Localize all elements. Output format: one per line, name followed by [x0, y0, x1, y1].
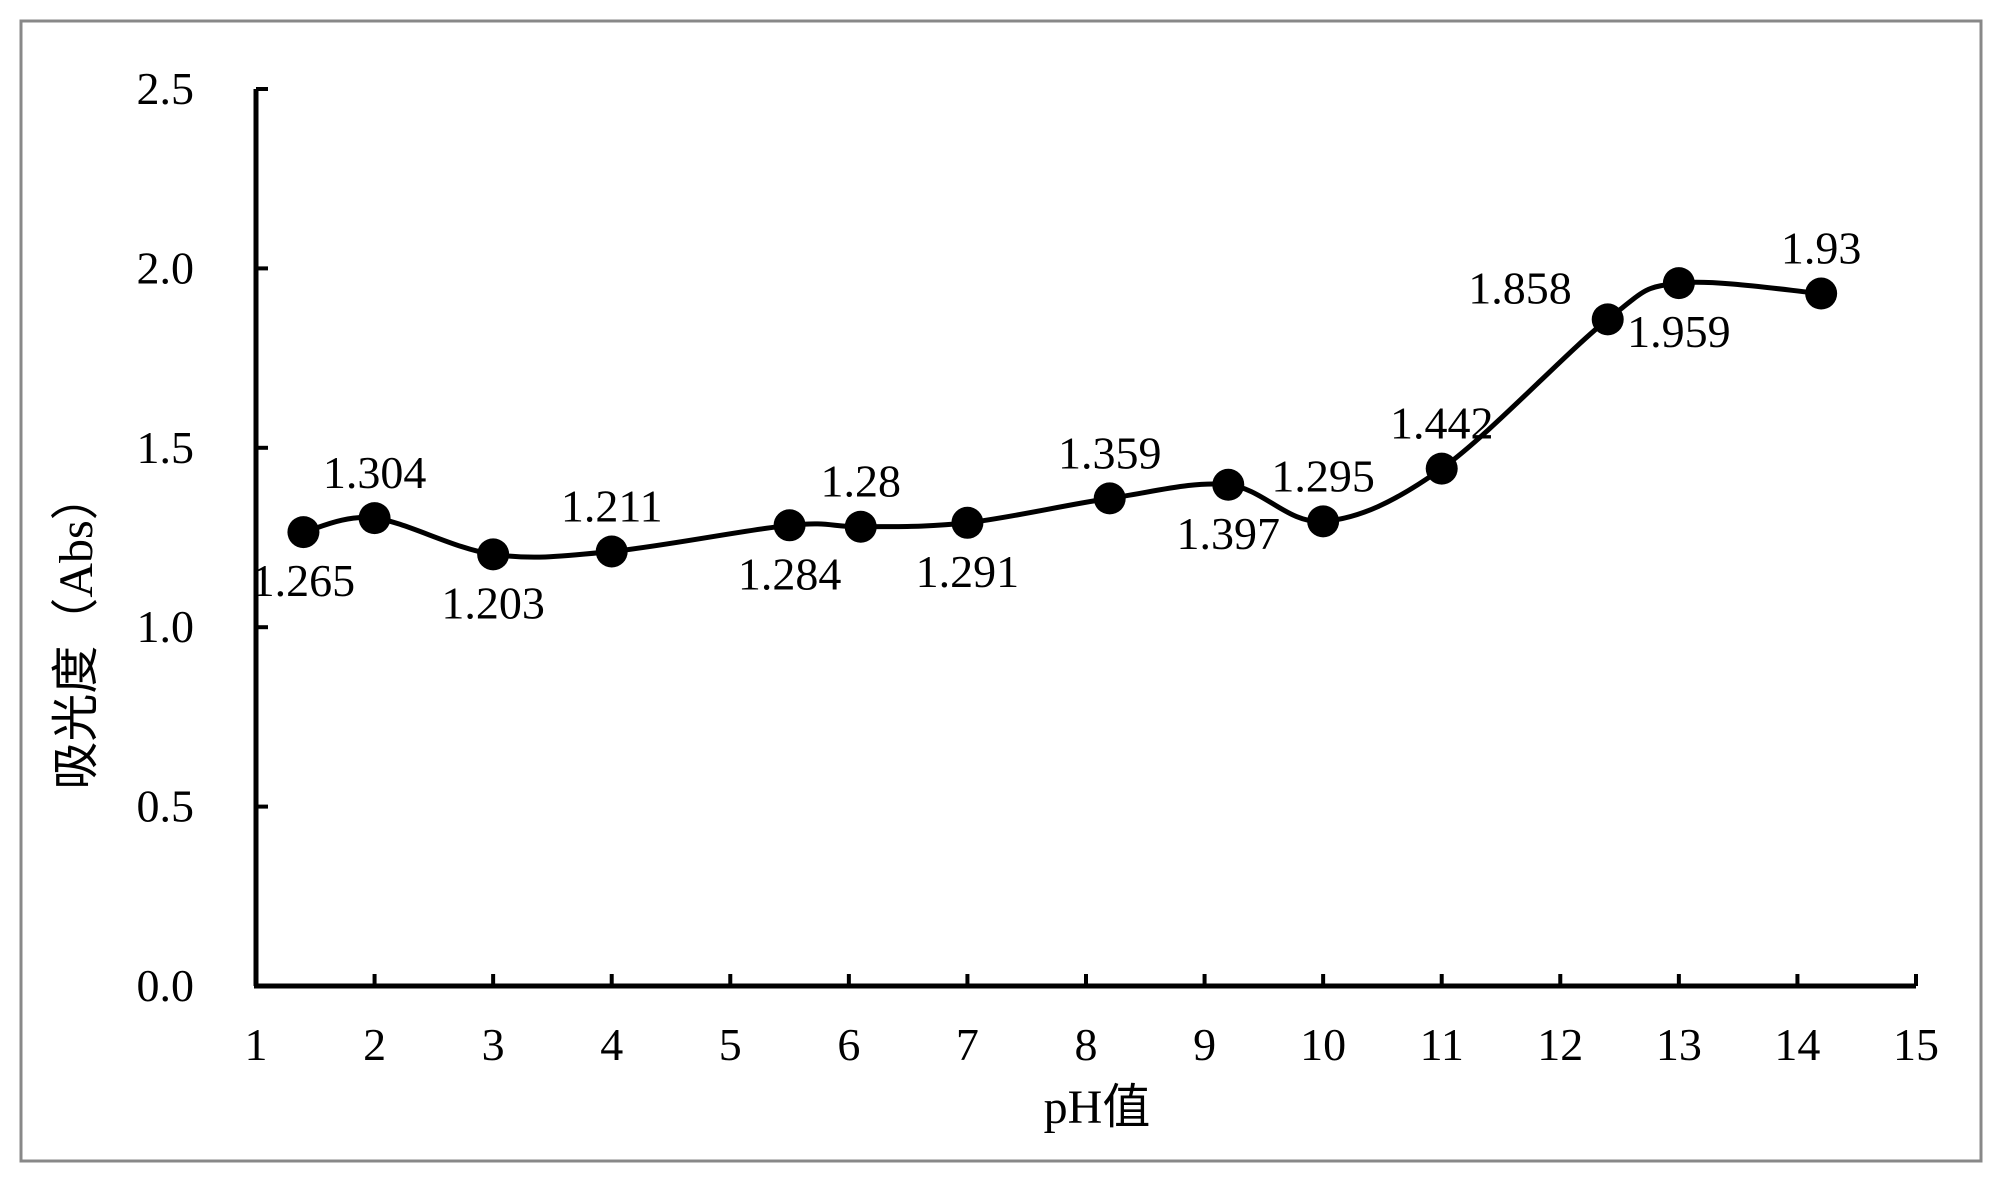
x-tick-label: 6	[837, 1019, 860, 1070]
y-tick-label: 2.5	[137, 63, 195, 114]
x-tick-label: 14	[1774, 1019, 1820, 1070]
data-label: 1.93	[1781, 223, 1862, 274]
data-point-marker	[477, 538, 510, 571]
data-label: 1.959	[1627, 306, 1731, 357]
x-tick-label: 7	[956, 1019, 979, 1070]
data-labels: 1.265 1.304 1.203 1.211 1.284 1.28 1.291 1.359 1…	[252, 223, 1862, 629]
x-tick-label: 5	[719, 1019, 742, 1070]
data-label: 1.28	[820, 456, 901, 507]
data-label: 1.265	[252, 555, 356, 606]
series-markers	[287, 267, 1838, 571]
data-point-marker	[1805, 277, 1838, 310]
series-curve	[302, 279, 1822, 560]
data-point-marker	[1212, 468, 1245, 501]
data-point-marker	[358, 502, 391, 535]
x-tick-label: 2	[363, 1019, 386, 1070]
y-tick-label: 2.0	[137, 242, 195, 293]
y-tick-label: 1.5	[137, 422, 195, 473]
data-label: 1.211	[561, 480, 663, 531]
x-tick-label: 3	[482, 1019, 505, 1070]
data-point-marker	[773, 509, 806, 542]
y-tick-label: 0.5	[137, 781, 195, 832]
data-point-marker	[287, 516, 320, 549]
y-tick-label: 0.0	[137, 960, 195, 1011]
data-label: 1.397	[1177, 508, 1281, 559]
data-point-marker	[1425, 452, 1458, 485]
data-point-marker	[1093, 482, 1126, 515]
data-point-marker	[844, 510, 877, 543]
data-label: 1.295	[1271, 450, 1375, 501]
x-tick-label: 4	[600, 1019, 623, 1070]
data-label: 1.442	[1390, 398, 1494, 449]
data-label: 1.359	[1058, 427, 1162, 478]
data-point-marker	[951, 506, 984, 539]
chart-frame	[19, 19, 1983, 1163]
x-axis-label: pH值	[1044, 1081, 1151, 1134]
axes: 0.00.51.01.52.02.51 2 3 4 5 6 7 8 9 10 11 12 13 14 15	[137, 63, 1940, 1070]
x-tick-label: 8	[1075, 1019, 1098, 1070]
data-label: 1.203	[441, 577, 545, 628]
y-tick-label: 1.0	[137, 601, 195, 652]
series-line	[302, 279, 1822, 560]
x-tick-label: 10	[1300, 1019, 1346, 1070]
data-label: 1.284	[738, 548, 842, 599]
x-tick-label: 15	[1893, 1019, 1939, 1070]
x-tick-label: 12	[1537, 1019, 1583, 1070]
data-label: 1.291	[916, 546, 1020, 597]
y-axis-label: 吸光度（Abs）	[50, 472, 103, 789]
data-point-marker	[595, 535, 628, 568]
data-label: 1.304	[323, 447, 427, 498]
x-tick-label: 13	[1656, 1019, 1702, 1070]
x-tick-label: 9	[1193, 1019, 1216, 1070]
x-tick-label: 11	[1420, 1019, 1464, 1070]
x-tick-label: 1	[245, 1019, 268, 1070]
data-point-marker	[1591, 303, 1624, 336]
data-point-marker	[1307, 505, 1340, 538]
data-point-marker	[1662, 267, 1695, 300]
data-label: 1.858	[1468, 262, 1572, 313]
